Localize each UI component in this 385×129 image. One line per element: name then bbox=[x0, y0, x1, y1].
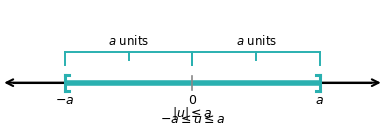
Text: $-a \leq u \leq a$: $-a \leq u \leq a$ bbox=[160, 114, 225, 126]
Text: $|u| \leq a$: $|u| \leq a$ bbox=[172, 105, 213, 121]
Text: $0$: $0$ bbox=[188, 94, 197, 107]
Text: $a$: $a$ bbox=[315, 94, 324, 107]
Text: $-a$: $-a$ bbox=[55, 94, 75, 107]
Text: $a$ units: $a$ units bbox=[108, 34, 149, 48]
Text: $a$ units: $a$ units bbox=[236, 34, 277, 48]
